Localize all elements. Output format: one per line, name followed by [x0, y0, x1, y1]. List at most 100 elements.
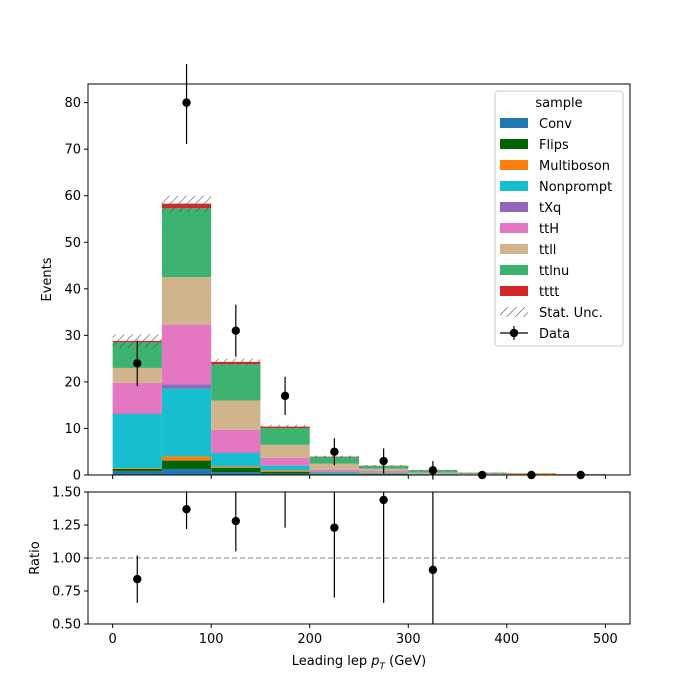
ratio-x-tick-label-5: 500: [593, 632, 618, 647]
bar-flips-bin-0: [112, 468, 162, 472]
ratio-y-tick-label-2: 1.00: [52, 552, 81, 567]
bar-tth-bin-1: [161, 324, 212, 385]
data-point-4: [330, 447, 339, 456]
bar-conv-bin-1: [161, 468, 212, 475]
bar-multiboson-bin-2: [211, 466, 261, 469]
bar-ttll-bin-3: [260, 444, 310, 458]
bar-flips-bin-3: [260, 471, 310, 474]
legend-swatch-ttll: [500, 244, 528, 254]
bar-conv-bin-3: [260, 473, 310, 475]
bar-ttlnu-bin-1: [161, 208, 212, 278]
bar-tth-bin-3: [260, 457, 310, 466]
bar-multiboson-bin-3: [260, 470, 310, 472]
ratio-x-ticks: 0 100 200 300 400 500: [108, 624, 618, 647]
main-y-tick-label-0: 0: [73, 469, 81, 484]
bar-nonprompt-bin-1: [161, 388, 212, 457]
legend-swatch-nonprompt: [500, 181, 528, 191]
legend-swatch-ttlnu: [500, 265, 528, 275]
legend-label-conv: Conv: [539, 117, 572, 132]
legend-label-tttt: tttt: [539, 285, 559, 300]
legend-label-flips: Flips: [539, 138, 569, 153]
ratio-point-1: [182, 504, 191, 514]
bar-flips-bin-1: [161, 460, 212, 469]
main-y-tick-label-3: 30: [64, 329, 81, 344]
ratio-x-tick-label-3: 300: [396, 632, 421, 647]
ratio-y-tick-label-4: 1.50: [52, 486, 81, 501]
main-y-tick-label-6: 60: [64, 189, 81, 204]
main-y-tick-label-1: 10: [64, 422, 81, 437]
stacked-bars: [112, 203, 606, 475]
ratio-x-tick-label-2: 200: [297, 632, 322, 647]
bar-ttlnu-bin-3: [260, 427, 310, 445]
main-x-ticks: [112, 475, 606, 479]
bar-nonprompt-bin-2: [211, 453, 261, 467]
ratio-point-5: [379, 495, 388, 505]
legend-swatch-multiboson: [500, 160, 528, 170]
stat-unc-band-bin-2: [211, 358, 261, 366]
legend-label-stat-unc: Stat. Unc.: [539, 306, 603, 321]
main-axes-frame: [87, 83, 631, 476]
legend-swatch-flips: [500, 139, 528, 149]
stat-unc-band-bin-3: [260, 424, 310, 429]
bar-txq-bin-2: [211, 452, 261, 454]
main-y-tick-label-5: 50: [64, 236, 81, 251]
data-point-0: [133, 359, 142, 368]
legend-label-ttlnu: ttlnu: [539, 264, 569, 279]
legend-label-data: Data: [539, 327, 570, 342]
data-point-6: [428, 466, 438, 475]
bar-nonprompt-bin-0: [112, 414, 162, 469]
ratio-x-tick-label-1: 100: [199, 632, 224, 647]
main-y-tick-label-2: 20: [64, 375, 81, 390]
stat-unc-band-bin-1: [161, 195, 212, 212]
bar-multiboson-bin-1: [161, 456, 212, 461]
bar-tth-bin-2: [211, 429, 261, 453]
bar-ttll-bin-4: [309, 463, 359, 470]
ratio-points: [133, 492, 438, 624]
legend-label-tth: ttH: [539, 222, 559, 237]
legend-label-multiboson: Multiboson: [539, 159, 610, 174]
legend-swatch-tth: [500, 223, 528, 233]
legend-swatch-conv: [500, 118, 528, 128]
ratio-x-tick-label-0: 0: [108, 632, 116, 647]
bar-nonprompt-bin-4: [309, 471, 359, 474]
data-point-1: [182, 98, 191, 107]
bar-tth-bin-4: [309, 469, 359, 472]
ratio-y-tick-label-3: 1.25: [52, 519, 81, 534]
data-point-2: [231, 326, 241, 335]
bar-multiboson-bin-0: [112, 468, 162, 469]
bar-ttlnu-bin-2: [211, 364, 261, 401]
legend-swatch-stat-unc: [500, 307, 528, 317]
ratio-x-axis-label: Leading lep pT (GeV): [292, 654, 426, 672]
main-y-tick-label-7: 70: [64, 143, 81, 158]
ratio-y-tick-label-0: 0.50: [52, 618, 81, 633]
bar-flips-bin-2: [211, 468, 261, 473]
data-points: [133, 64, 585, 480]
bar-conv-bin-2: [211, 472, 261, 475]
bar-tth-bin-0: [112, 382, 162, 414]
data-point-3: [280, 391, 290, 401]
bar-ttll-bin-2: [211, 400, 261, 430]
ratio-point-4: [330, 523, 339, 532]
ratio-y-tick-label-1: 0.75: [52, 585, 81, 600]
ratio-y-ticks: 0.50 0.75 1.00 1.25 1.50: [52, 486, 88, 633]
legend-label-nonprompt: Nonprompt: [539, 180, 612, 195]
ratio-point-6: [428, 565, 438, 575]
legend-swatch-tttt: [500, 286, 528, 296]
legend: sample Conv Flips Multiboson Nonprompt tXq tt…: [494, 90, 624, 347]
ratio-y-axis-label: Ratio: [28, 541, 43, 574]
ratio-point-0: [133, 574, 142, 584]
main-panel: 0 10 20 30 40 50 60 70 80 Events: [40, 64, 631, 484]
legend-label-txq: tXq: [539, 201, 561, 216]
bar-conv-bin-0: [112, 471, 162, 475]
main-y-axis-label: Events: [40, 257, 55, 301]
ratio-panel: 0.50 0.75 1.00 1.25 1.50 0 100 200 300 400 500 Ra…: [28, 486, 631, 672]
legend-items: Conv Flips Multiboson Nonprompt tXq ttH ttll tt…: [500, 117, 612, 342]
data-point-5: [379, 456, 388, 466]
main-y-tick-label-8: 80: [64, 96, 81, 111]
bar-nonprompt-bin-3: [260, 465, 310, 471]
legend-swatch-txq: [500, 202, 528, 212]
bar-txq-bin-1: [161, 384, 212, 389]
legend-title: sample: [535, 96, 582, 111]
main-y-ticks: 0 10 20 30 40 50 60 70 80: [64, 96, 88, 484]
